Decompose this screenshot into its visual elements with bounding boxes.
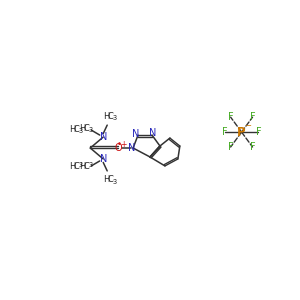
Text: N: N (100, 154, 107, 164)
Text: F: F (228, 112, 233, 122)
Text: N: N (128, 143, 136, 153)
Text: F: F (256, 127, 261, 137)
Text: 3: 3 (112, 115, 116, 121)
Text: 3: 3 (88, 162, 92, 168)
Text: P: P (237, 126, 246, 139)
Text: −: − (244, 122, 251, 130)
Text: C: C (83, 162, 89, 171)
Text: 3: 3 (78, 128, 82, 134)
Text: H: H (103, 112, 110, 121)
Text: C: C (74, 124, 79, 134)
Text: F: F (228, 142, 233, 152)
Text: 3: 3 (112, 179, 116, 185)
Text: C: C (74, 162, 79, 171)
Text: H: H (69, 162, 76, 171)
Text: H: H (79, 124, 85, 133)
Text: F: F (250, 142, 255, 152)
Text: •+: •+ (117, 140, 128, 149)
Text: 3: 3 (78, 162, 82, 168)
Text: H: H (69, 124, 76, 134)
Text: N: N (149, 128, 157, 138)
Text: C: C (107, 176, 113, 184)
Text: N: N (132, 129, 140, 139)
Text: 3: 3 (88, 127, 92, 133)
Text: O: O (114, 143, 122, 153)
Text: F: F (222, 127, 227, 137)
Text: H: H (103, 176, 110, 184)
Text: N: N (100, 132, 107, 142)
Text: F: F (250, 112, 255, 122)
Text: H: H (79, 162, 85, 171)
Text: C: C (83, 124, 89, 133)
Text: C: C (107, 112, 113, 121)
